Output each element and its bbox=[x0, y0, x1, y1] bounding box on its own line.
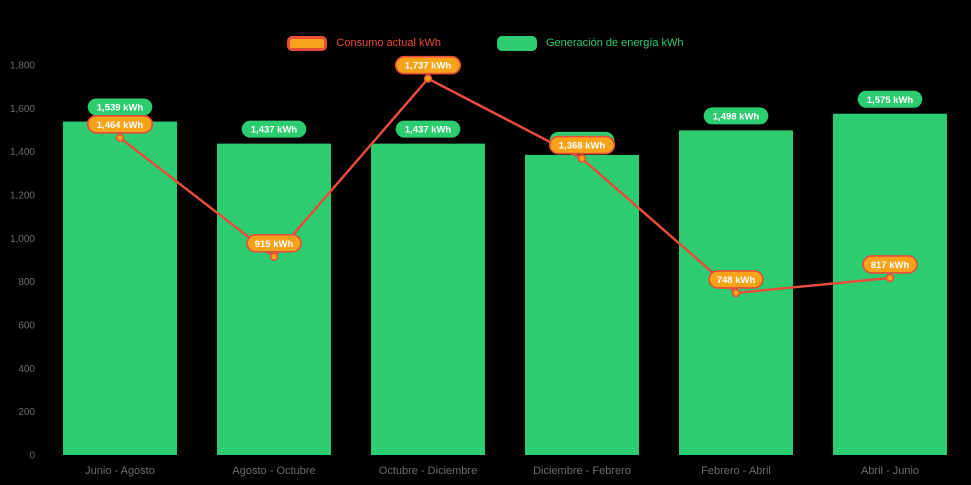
x-axis-label-2: Octubre - Diciembre bbox=[379, 465, 477, 477]
legend-label-consumo: Consumo actual kWh bbox=[336, 37, 441, 49]
svg-text:817 kWh: 817 kWh bbox=[871, 260, 910, 271]
y-axis-tick-9: 1,800 bbox=[10, 61, 35, 72]
generacion-bar-2[interactable] bbox=[371, 143, 485, 455]
consumo-value-badge-0: 1,464 kWh bbox=[86, 115, 154, 134]
generacion-bar-0[interactable] bbox=[63, 121, 177, 456]
svg-text:1,464 kWh: 1,464 kWh bbox=[97, 120, 144, 131]
svg-text:748 kWh: 748 kWh bbox=[717, 275, 756, 286]
y-axis-tick-8: 1,600 bbox=[10, 104, 35, 115]
generacion-value-badge-1: 1,437 kWh bbox=[241, 120, 307, 138]
consumo-line bbox=[118, 77, 892, 295]
y-axis-tick-4: 800 bbox=[18, 277, 35, 288]
generacion-bar-5[interactable] bbox=[833, 113, 947, 455]
svg-text:1,539 kWh: 1,539 kWh bbox=[97, 103, 144, 114]
x-axis-label-4: Febrero - Abril bbox=[701, 465, 771, 477]
generacion-value-badge-2: 1,437 kWh bbox=[395, 120, 461, 138]
consumo-value-badge-2: 1,737 kWh bbox=[394, 55, 462, 75]
generacion-bar-3[interactable] bbox=[525, 154, 639, 455]
legend-label-generacion: Generación de energía kWh bbox=[545, 37, 684, 49]
generacion-value-badge-0: 1,539 kWh bbox=[87, 98, 153, 116]
consumo-line-swatch-icon bbox=[287, 36, 328, 51]
svg-text:1,368 kWh: 1,368 kWh bbox=[559, 141, 606, 152]
x-axis-label-1: Agosto - Octubre bbox=[232, 465, 315, 477]
y-axis-tick-3: 600 bbox=[18, 321, 35, 332]
consumo-point-3[interactable] bbox=[577, 154, 587, 163]
svg-text:1,437 kWh: 1,437 kWh bbox=[251, 125, 298, 136]
y-axis-tick-1: 200 bbox=[18, 407, 35, 418]
consumo-point-5[interactable] bbox=[885, 273, 895, 283]
generacion-value-badge-5: 1,575 kWh bbox=[857, 90, 923, 108]
x-axis-label-0: Junio - Agosto bbox=[85, 465, 155, 477]
x-axis-label-3: Diciembre - Febrero bbox=[533, 465, 631, 477]
generacion-bar-1[interactable] bbox=[217, 143, 331, 455]
generacion-value-badge-4: 1,498 kWh bbox=[703, 107, 769, 125]
y-axis-tick-2: 400 bbox=[18, 364, 35, 375]
consumo-value-badge-3: 1,368 kWh bbox=[548, 135, 616, 155]
chart-legend: Consumo actual kWh Generación de energía… bbox=[0, 36, 971, 51]
consumo-value-badge-1: 915 kWh bbox=[246, 233, 302, 253]
consumo-point-1[interactable] bbox=[269, 252, 279, 261]
x-axis-label-5: Abril - Junio bbox=[861, 465, 919, 477]
svg-text:1,575 kWh: 1,575 kWh bbox=[867, 95, 914, 106]
legend-item-consumo[interactable]: Consumo actual kWh bbox=[287, 36, 441, 51]
y-axis-tick-7: 1,400 bbox=[10, 147, 35, 158]
consumo-value-badge-4: 748 kWh bbox=[708, 270, 764, 289]
svg-text:1,498 kWh: 1,498 kWh bbox=[713, 111, 760, 122]
consumo-point-0[interactable] bbox=[115, 133, 125, 143]
y-axis-tick-6: 1,200 bbox=[10, 191, 35, 202]
svg-text:1,437 kWh: 1,437 kWh bbox=[405, 125, 452, 136]
consumo-point-4[interactable] bbox=[731, 288, 741, 298]
generacion-bar-swatch-icon bbox=[496, 36, 537, 51]
svg-text:1,737 kWh: 1,737 kWh bbox=[405, 61, 452, 72]
consumo-value-badge-5: 817 kWh bbox=[862, 255, 918, 274]
y-axis-tick-0: 0 bbox=[29, 451, 35, 462]
y-axis-tick-5: 1,000 bbox=[10, 234, 35, 245]
svg-text:915 kWh: 915 kWh bbox=[255, 239, 294, 250]
legend-item-generacion[interactable]: Generación de energía kWh bbox=[496, 36, 684, 51]
consumo-point-2[interactable] bbox=[423, 74, 433, 83]
